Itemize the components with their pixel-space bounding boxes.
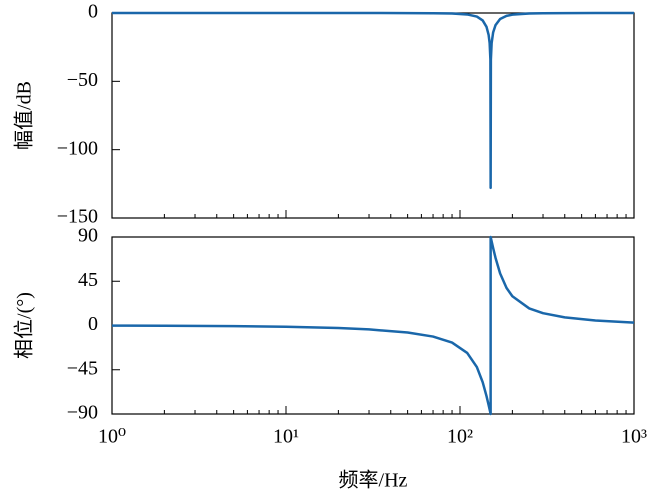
- x-tick-label: 10³: [621, 426, 647, 448]
- y-tick-label: 0: [88, 1, 98, 23]
- data-line: [112, 11, 635, 190]
- y-tick-label: −100: [57, 137, 98, 159]
- y-tick-label: −45: [67, 357, 98, 379]
- y-axis-label: 幅值/dB: [13, 81, 36, 150]
- plot-frame: [111, 12, 635, 219]
- x-axis-label: 频率/Hz: [339, 469, 408, 492]
- x-tick-label: 10⁰: [98, 426, 126, 448]
- y-tick-label: 0: [88, 313, 98, 335]
- data-line: [111, 235, 635, 416]
- y-tick-label: −90: [67, 402, 98, 424]
- y-tick-label: −50: [67, 69, 98, 91]
- y-axis-label: 相位/(°): [13, 292, 36, 359]
- y-tick-label: 90: [78, 225, 98, 247]
- y-tick-label: 45: [78, 269, 98, 291]
- x-tick-label: 10²: [447, 426, 473, 448]
- y-tick-label: −150: [57, 206, 98, 228]
- x-tick-label: 10¹: [273, 426, 299, 448]
